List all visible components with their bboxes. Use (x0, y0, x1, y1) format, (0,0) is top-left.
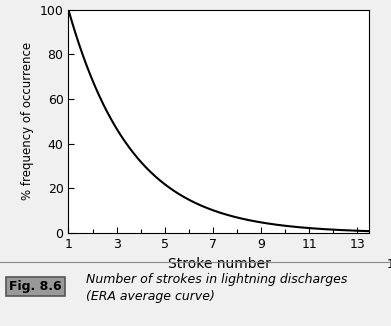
Text: Number of strokes in lightning discharges
(ERA average curve): Number of strokes in lightning discharge… (86, 273, 347, 303)
X-axis label: Stroke number: Stroke number (167, 257, 271, 271)
Text: 15: 15 (387, 258, 391, 271)
Y-axis label: % frequency of occurrence: % frequency of occurrence (21, 42, 34, 200)
Text: Fig. 8.6: Fig. 8.6 (9, 280, 61, 293)
